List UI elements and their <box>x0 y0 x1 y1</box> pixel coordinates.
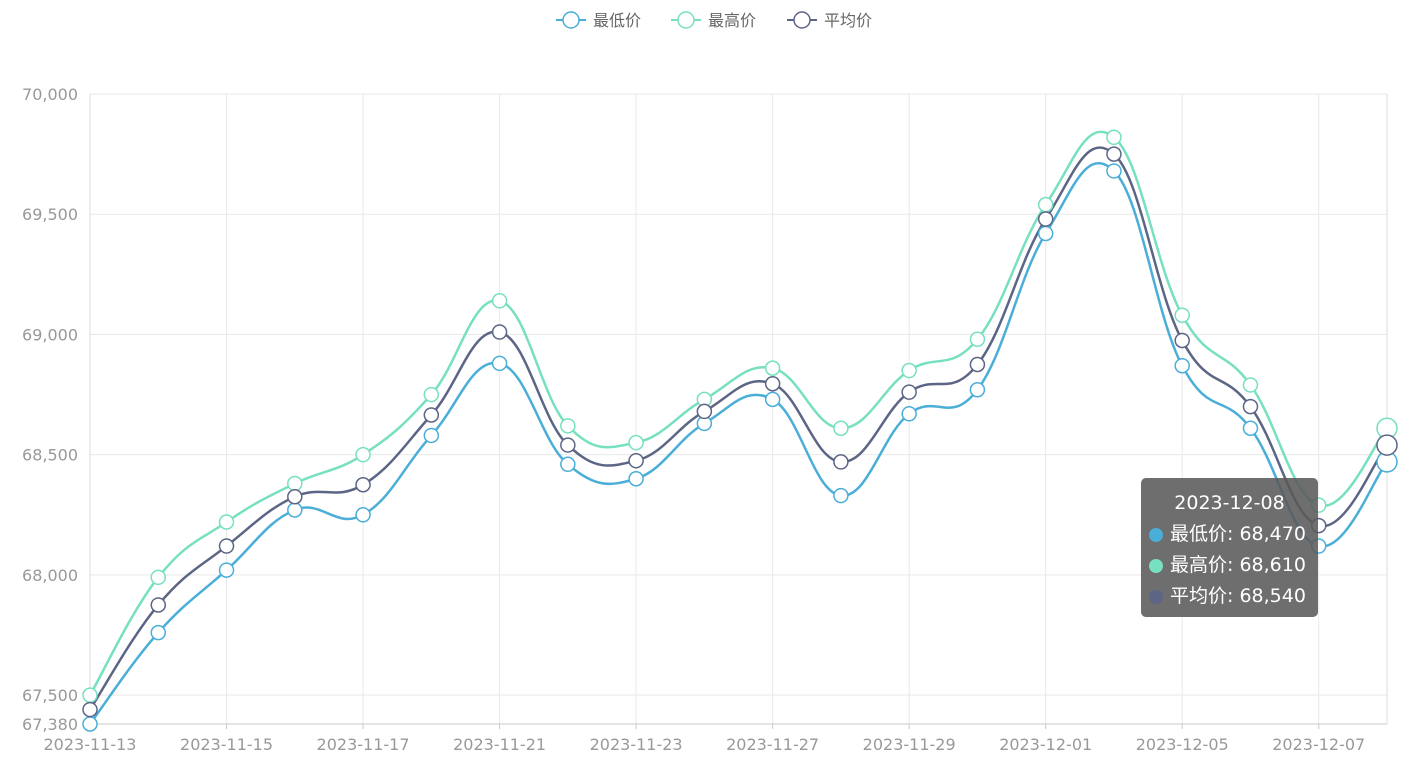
data-point[interactable] <box>150 624 167 641</box>
data-point[interactable] <box>560 456 576 473</box>
data-point[interactable] <box>218 562 235 578</box>
data-point[interactable] <box>1242 377 1259 393</box>
tooltip-label-max: 最高价: 68,610 <box>1170 554 1306 576</box>
tooltip-dot-min <box>1149 527 1163 542</box>
x-tick-label: 2023-11-15 <box>180 735 273 754</box>
y-tick-label: 70,000 <box>22 85 78 104</box>
data-point[interactable] <box>82 716 98 732</box>
tooltip-dot-max <box>1149 558 1163 573</box>
data-point[interactable] <box>1174 357 1190 374</box>
legend-marker <box>562 11 580 29</box>
legend-item-0[interactable]: 最低价 <box>556 11 641 30</box>
legend-marker <box>677 11 695 29</box>
tooltip-row-max: 最高价: 68,610 <box>1149 550 1310 581</box>
data-point[interactable] <box>287 489 303 505</box>
legend[interactable]: 最低价 最高价 平均价 <box>556 11 872 30</box>
data-point[interactable] <box>764 360 781 376</box>
legend-item-2[interactable]: 平均价 <box>787 11 872 30</box>
data-point[interactable] <box>628 434 644 451</box>
data-point[interactable] <box>355 476 371 493</box>
data-point[interactable] <box>423 407 440 423</box>
y-tick-label: 69,000 <box>22 325 78 344</box>
data-point[interactable] <box>901 362 917 379</box>
series-line-0 <box>88 162 1388 725</box>
data-point[interactable] <box>1106 129 1122 146</box>
series-points[interactable] <box>82 129 1398 732</box>
x-tick-label: 2023-11-17 <box>317 735 410 754</box>
data-point[interactable] <box>628 470 644 487</box>
data-point[interactable] <box>287 502 303 518</box>
data-point[interactable] <box>1037 225 1054 242</box>
x-tick-label: 2023-11-23 <box>590 735 683 754</box>
data-point[interactable] <box>560 418 576 434</box>
data-point[interactable] <box>218 538 235 554</box>
data-point[interactable] <box>491 355 508 372</box>
data-point[interactable] <box>901 384 917 400</box>
data-point[interactable] <box>764 376 781 392</box>
data-point[interactable] <box>833 420 849 436</box>
data-point[interactable] <box>833 487 849 504</box>
data-point[interactable] <box>150 569 167 586</box>
tooltip-label-min: 最低价: 68,470 <box>1170 523 1306 545</box>
legend-label: 最高价 <box>708 11 756 30</box>
data-point[interactable] <box>628 452 644 469</box>
data-point[interactable] <box>1037 196 1054 213</box>
series-line-2 <box>88 146 1388 711</box>
data-point[interactable] <box>833 454 849 470</box>
y-tick-label: 68,500 <box>22 446 78 465</box>
x-tick-label: 2023-12-01 <box>999 735 1092 754</box>
data-point[interactable] <box>491 324 508 340</box>
data-point[interactable] <box>423 427 440 444</box>
y-tick-label: 68,000 <box>22 566 78 585</box>
y-tick-label: 67,380 <box>22 715 78 734</box>
data-point[interactable] <box>1106 146 1122 162</box>
data-point[interactable] <box>491 293 508 309</box>
data-point[interactable] <box>355 446 371 463</box>
x-tick-label: 2023-11-21 <box>453 735 546 754</box>
data-point[interactable] <box>82 687 98 703</box>
data-point[interactable] <box>1037 211 1054 227</box>
data-point[interactable] <box>560 437 576 453</box>
tooltip-row-avg: 平均价: 68,540 <box>1149 581 1310 612</box>
data-point[interactable] <box>969 331 986 348</box>
data-point[interactable] <box>901 406 917 422</box>
y-tick-label: 67,500 <box>22 686 78 705</box>
data-tooltip: 2023-12-08 最低价: 68,470 最高价: 68,610 平均价: … <box>1141 478 1318 617</box>
axes: 67,380 67,500 68,000 68,500 69,000 69,500 70,0… <box>22 85 1388 754</box>
y-tick-label: 69,500 <box>22 205 78 224</box>
grid-lines <box>90 93 1387 724</box>
data-point[interactable] <box>1242 420 1259 436</box>
data-point[interactable] <box>764 391 781 408</box>
data-point[interactable] <box>355 507 371 523</box>
x-tick-label: 2023-11-27 <box>726 735 819 754</box>
data-point[interactable] <box>287 475 303 492</box>
data-point[interactable] <box>969 382 986 398</box>
data-point[interactable] <box>150 597 167 613</box>
tooltip-dot-avg <box>1149 589 1163 604</box>
data-point[interactable] <box>969 356 986 373</box>
data-point[interactable] <box>218 514 235 530</box>
legend-item-1[interactable]: 最高价 <box>671 11 756 30</box>
data-point[interactable] <box>1376 434 1398 456</box>
data-point[interactable] <box>696 403 713 420</box>
x-tick-label: 2023-12-07 <box>1272 735 1365 754</box>
x-tick-label: 2023-11-13 <box>44 735 137 754</box>
data-point[interactable] <box>1242 398 1259 415</box>
legend-label: 最低价 <box>593 11 641 30</box>
series-lines <box>88 130 1388 725</box>
data-point[interactable] <box>423 386 440 403</box>
x-tick-label: 2023-11-29 <box>863 735 956 754</box>
x-tick-label: 2023-12-05 <box>1136 735 1229 754</box>
legend-label: 平均价 <box>824 11 872 30</box>
tooltip-title: 2023-12-08 <box>1174 492 1285 514</box>
data-point[interactable] <box>1174 307 1190 323</box>
data-point[interactable] <box>1106 163 1122 179</box>
tooltip-label-avg: 平均价: 68,540 <box>1170 585 1306 607</box>
tooltip-row-min: 最低价: 68,470 <box>1149 519 1310 550</box>
legend-marker <box>793 11 811 29</box>
data-point[interactable] <box>82 701 98 718</box>
data-point[interactable] <box>1174 332 1190 349</box>
